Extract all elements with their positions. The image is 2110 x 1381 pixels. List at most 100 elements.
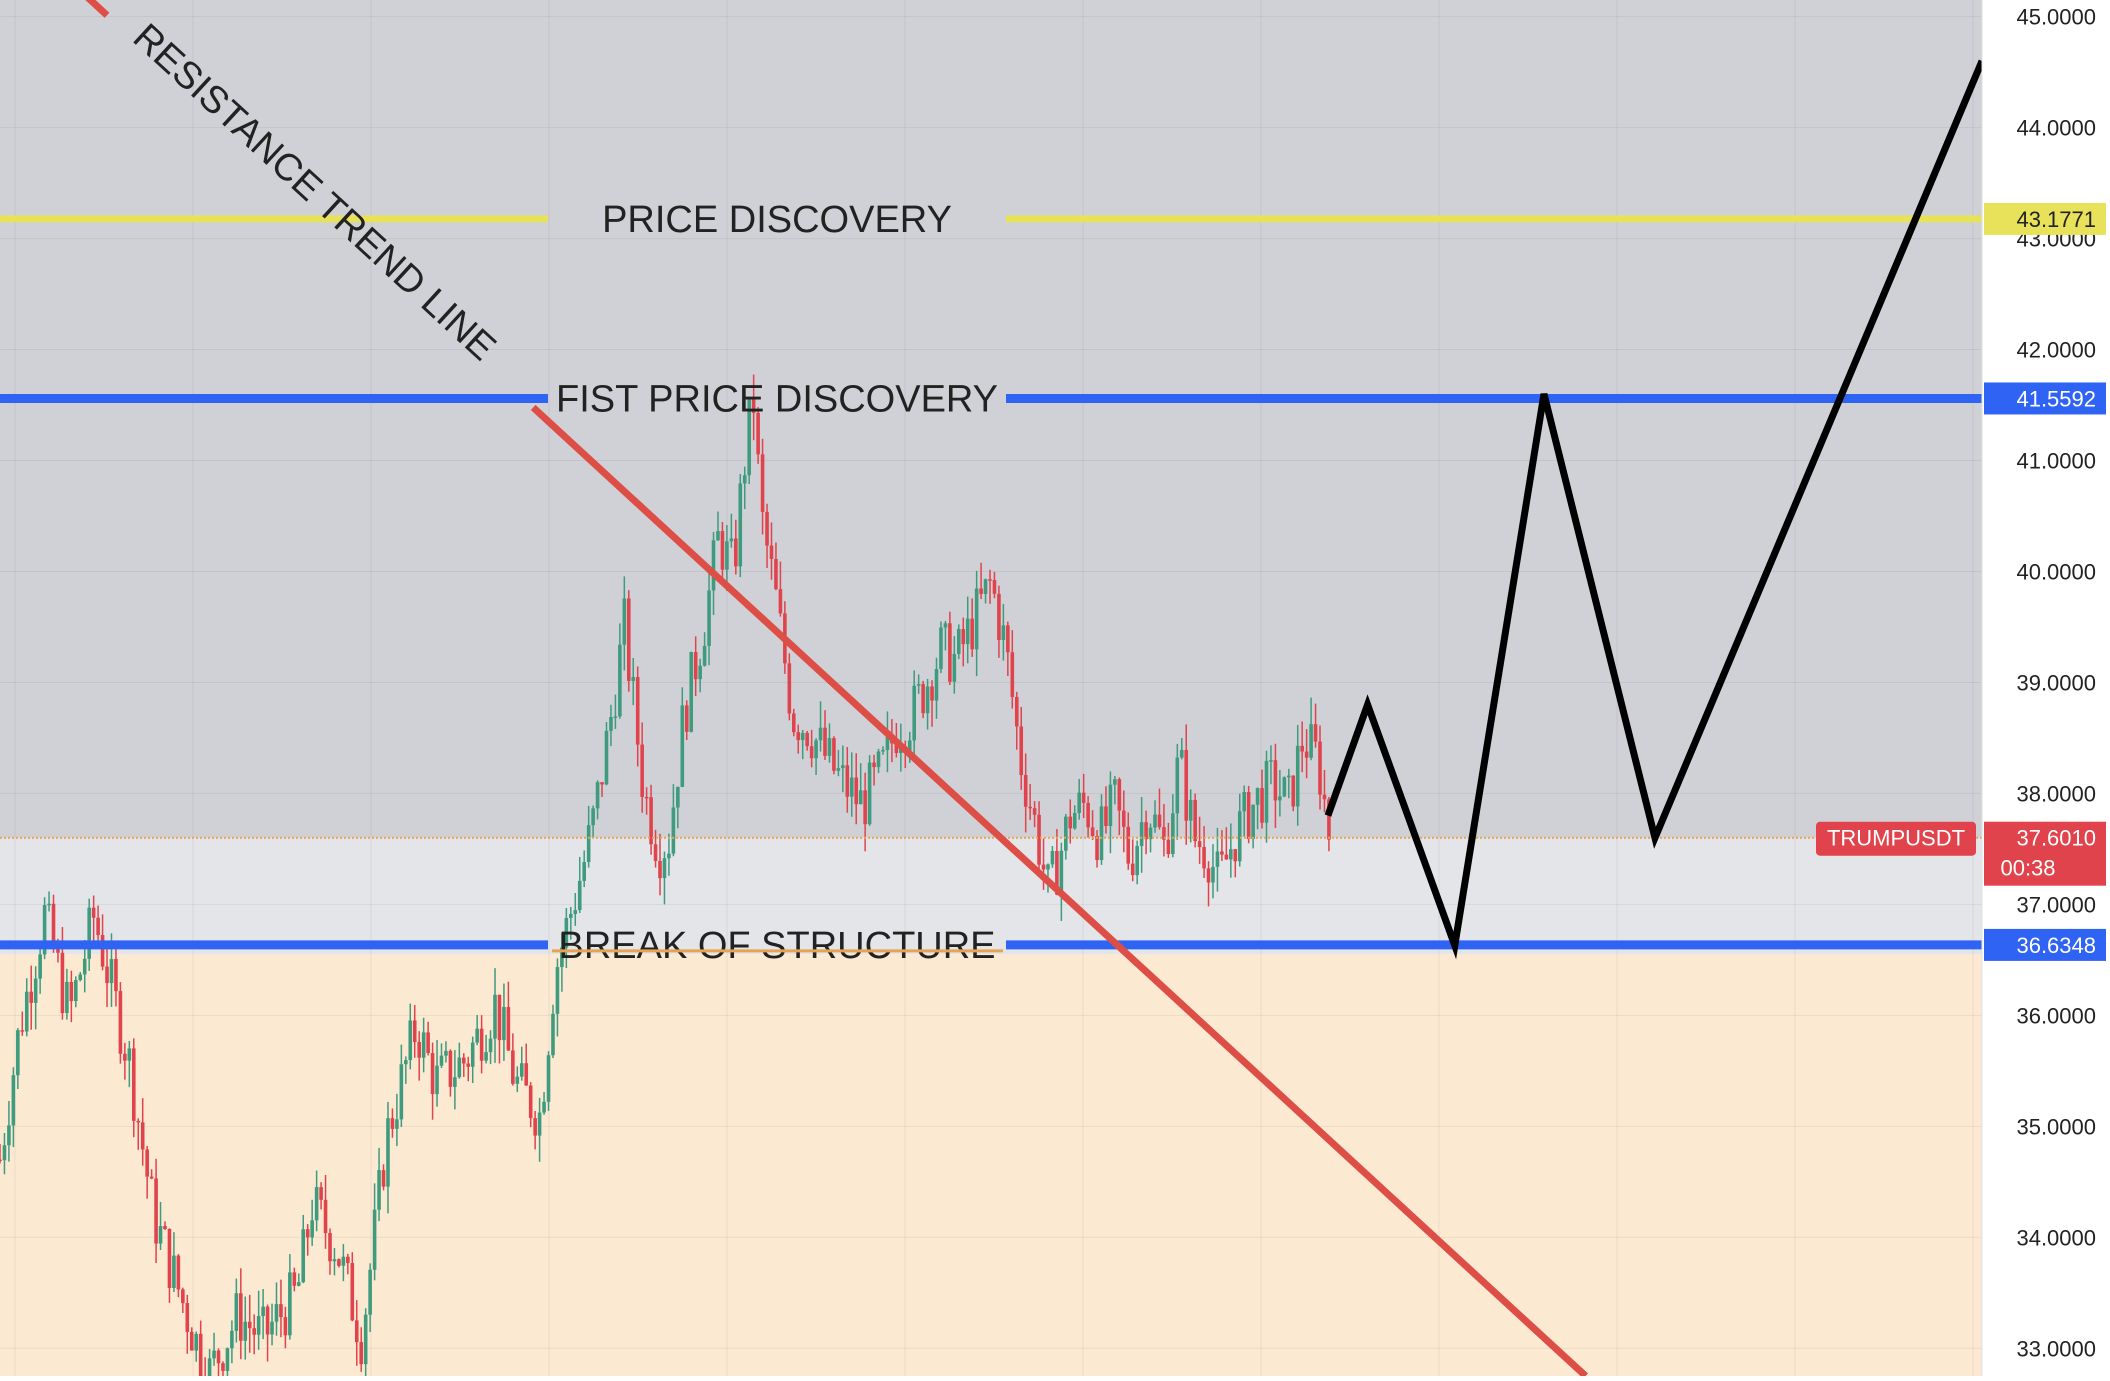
candle [1184,724,1189,845]
candle [876,748,881,773]
price-tag-bg-fist-price-discovery [1984,382,2106,415]
candle-body [537,1112,542,1136]
candle [1068,799,1073,844]
candle-body [140,1122,145,1150]
candle [952,636,957,694]
candle [1229,823,1233,878]
candle-body [671,807,676,854]
candle-body [979,588,983,594]
candle-body [475,1028,479,1043]
candle [87,898,91,971]
candle-body [185,1303,190,1332]
candle [314,1170,319,1232]
candle [29,965,34,1030]
candle [363,1308,368,1381]
candle [346,1253,350,1275]
candle-body [2,1145,7,1161]
candle-body [1309,724,1313,758]
candle [337,1258,341,1268]
candle [1206,861,1211,907]
candle-body [167,1228,172,1288]
level-label-fist-price-discovery: FIST PRICE DISCOVERY [556,378,998,420]
candle [1104,786,1108,834]
last-price-tag-bg [1984,821,2106,886]
candle-body [1229,849,1233,860]
candle [488,1030,493,1065]
candle-body [158,1226,163,1244]
candle [680,687,685,788]
candle [760,438,765,535]
candle-body [354,1320,359,1343]
candle-body [1264,760,1269,823]
candle [622,576,627,671]
candle [1273,743,1278,828]
candle-body [1291,775,1296,807]
candle-body [515,1076,520,1084]
candle [1166,822,1171,858]
candle [328,1228,332,1275]
candle-body [1041,864,1046,870]
candle-body [1157,814,1162,828]
candle-body [725,541,729,570]
candle [1153,800,1157,833]
candle [885,711,890,773]
candle [127,1040,132,1088]
candle [1304,729,1309,779]
candle [65,968,69,1020]
candle [1019,706,1024,790]
y-tick-label: 35.0000 [2016,1114,2096,1139]
candle-body [774,558,778,590]
candle-body [1224,854,1229,860]
candle-body [778,589,783,614]
candle-body [252,1328,256,1335]
candle [836,749,841,777]
candle-body [1246,792,1251,840]
candle [881,746,885,755]
candle [930,680,934,727]
candle-body [582,862,586,881]
candle-body [91,907,96,918]
candle [1090,810,1095,840]
candle-body [230,1330,234,1349]
candle-body [1139,822,1144,847]
candle-body [609,717,613,731]
candle-body [1237,811,1242,862]
candle-body [1295,745,1300,807]
candle-body [1202,847,1206,869]
candle-body [1215,851,1220,867]
candle [970,598,974,657]
candle [78,971,83,982]
candle [667,833,671,876]
candle-body [1300,745,1304,752]
candle-body [1099,806,1104,861]
symbol-badge: TRUMPUSDT 37.6010 00:38 [1816,821,2106,886]
candle [256,1290,261,1350]
candle [1139,797,1144,873]
candle [1001,603,1006,661]
candle-body [145,1149,149,1177]
candle-body [265,1306,270,1335]
y-tick-label: 42.0000 [2016,338,2096,363]
candle [292,1267,297,1292]
candle-body [970,618,974,650]
candle [497,994,502,1064]
candle [734,519,738,575]
candle-body [82,958,87,975]
candle-body [689,652,694,732]
candle-body [787,663,792,714]
candle-body [404,1060,408,1065]
candle [515,1066,520,1093]
candle-body [430,1053,435,1095]
candle [653,829,658,868]
candle-body [1313,724,1318,742]
candle [1108,771,1113,854]
candle-body [635,677,640,745]
candle-body [78,974,83,981]
candle [841,745,845,793]
candle-body [457,1057,462,1078]
candle [956,624,961,660]
candle [832,736,836,775]
candle [502,983,506,1061]
candle [1193,793,1197,848]
